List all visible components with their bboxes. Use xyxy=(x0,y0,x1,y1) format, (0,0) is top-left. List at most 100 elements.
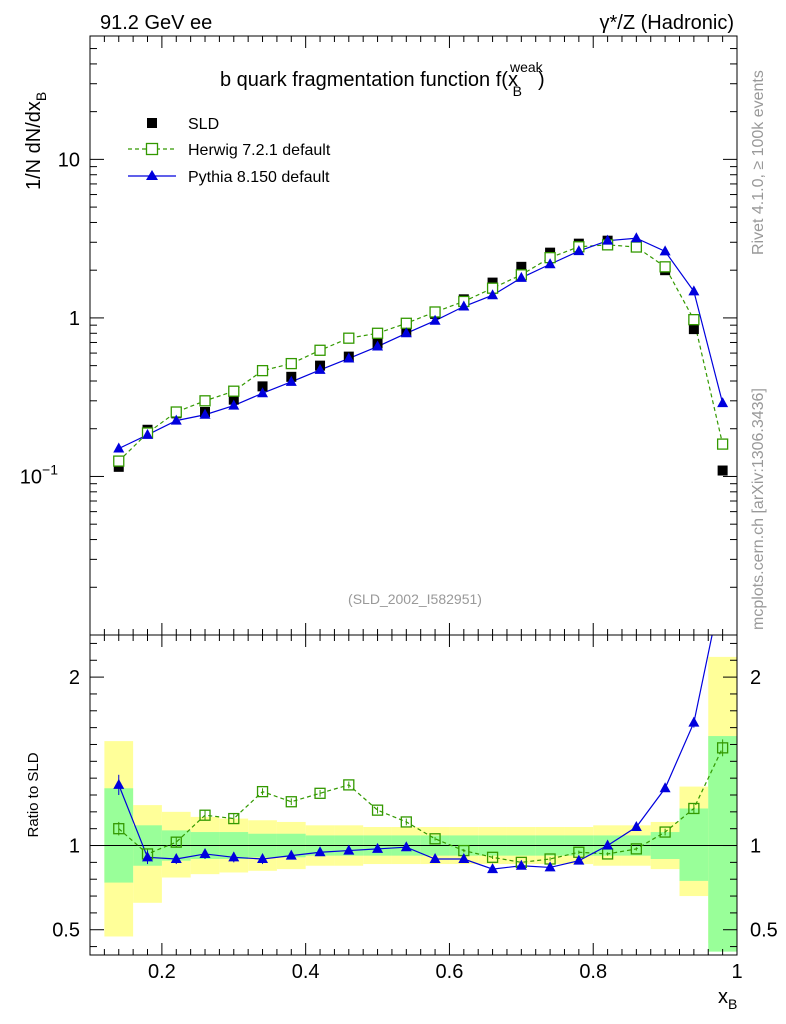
herwig-point xyxy=(314,344,326,356)
herwig-ratio-point xyxy=(688,802,700,815)
pythia-point xyxy=(602,234,614,245)
inner-band-bin xyxy=(708,736,737,952)
inner-band-bin xyxy=(679,808,709,881)
ratio-tick-labels: 2 2 1 1 0.5 0.5 0.2 0.4 0.6 0.8 1 xyxy=(52,667,778,983)
chart-title: b quark fragmentation function f(xweak B) xyxy=(220,59,545,99)
main-y-tick-label: 10 xyxy=(58,149,80,171)
herwig-ratio-point xyxy=(199,809,211,821)
x-tick-label: 0.4 xyxy=(292,961,320,983)
pythia-point xyxy=(142,428,154,439)
herwig-point xyxy=(113,455,125,467)
main-y-tick-label: 10−1 xyxy=(20,461,58,488)
pythia-point xyxy=(372,340,384,351)
pythia-point xyxy=(487,289,499,300)
pythia-point xyxy=(630,232,642,243)
legend-sld-marker xyxy=(147,118,157,128)
x-tick-label: 1 xyxy=(731,961,742,983)
pythia-point xyxy=(228,399,240,410)
pythia-point xyxy=(573,245,585,256)
pythia-point xyxy=(544,258,556,269)
pythia-ratio-point xyxy=(343,844,355,855)
ratio-y-tick-label-left: 1 xyxy=(69,836,80,858)
pythia-ratio-point xyxy=(199,847,211,858)
herwig-ratio-point xyxy=(170,836,182,848)
xlabel: xB xyxy=(718,986,737,1012)
pythia-point xyxy=(717,397,729,408)
herwig-point xyxy=(256,364,269,377)
pythia-point xyxy=(659,245,671,256)
herwig-ratio-point xyxy=(285,796,297,808)
legend-entry-herwig: Herwig 7.2.1 default xyxy=(128,142,331,159)
herwig-ratio-point xyxy=(113,823,125,835)
legend-entry-pythia: Pythia 8.150 default xyxy=(128,169,330,186)
herwig-ratio-point xyxy=(630,843,643,855)
ratio-y-tick-label-right: 1 xyxy=(750,836,761,858)
herwig-point xyxy=(688,314,700,326)
sld-point xyxy=(516,261,527,272)
herwig-point xyxy=(199,395,211,407)
ratio-data-series xyxy=(113,634,729,874)
herwig-point xyxy=(400,317,412,329)
pythia-ratio-point xyxy=(487,863,499,874)
herwig-ratio-point xyxy=(429,833,441,845)
energy-label: 91.2 GeV ee xyxy=(100,12,212,34)
pythia-ratio-point xyxy=(544,861,556,872)
ratio-plot-frame xyxy=(89,634,738,956)
ratio-axis-ticks xyxy=(89,635,738,955)
pythia-ratio-point xyxy=(630,821,642,831)
pythia-point xyxy=(170,414,182,425)
mcplots-reference-label: mcplots.cern.ch [arXiv:1306.3436] xyxy=(750,388,767,630)
pythia-point xyxy=(458,300,470,311)
herwig-point xyxy=(343,332,355,344)
pythia-point xyxy=(113,442,125,453)
herwig-point xyxy=(285,357,297,370)
sld-point xyxy=(717,465,728,476)
herwig-point xyxy=(659,261,671,273)
herwig-ratio-point xyxy=(371,804,384,816)
pythia-ratio-point xyxy=(400,841,412,852)
herwig-ratio-line xyxy=(118,747,724,863)
pythia-point xyxy=(343,352,355,363)
herwig-point xyxy=(716,438,729,450)
herwig-point xyxy=(630,241,643,253)
x-tick-label: 0.2 xyxy=(148,961,176,983)
pythia-point xyxy=(515,271,527,282)
pythia-ratio-point xyxy=(257,853,269,863)
pythia-ratio-point xyxy=(170,853,182,863)
legend-herwig-marker xyxy=(145,142,159,156)
pythia-ratio-point xyxy=(573,854,585,865)
ratio-ylabel: Ratio to SLD xyxy=(25,752,42,837)
pythia-ratio-point xyxy=(659,782,671,793)
main-y-tick-label: 1 xyxy=(69,308,80,330)
pythia-ratio-point xyxy=(113,778,125,789)
pythia-ratio-line xyxy=(118,634,713,870)
pythia-point xyxy=(285,375,297,386)
pythia-point xyxy=(429,314,441,325)
main-y-tick-labels: 10 1 10−1 xyxy=(20,149,80,488)
sld-point xyxy=(688,324,699,335)
ratio-y-tick-label-left: 0.5 xyxy=(52,920,80,942)
pythia-ratio-point xyxy=(372,842,384,853)
pythia-ratio-point xyxy=(314,846,326,857)
herwig-point xyxy=(228,385,240,397)
sld-point xyxy=(257,381,268,392)
legend-herwig-label: Herwig 7.2.1 default xyxy=(188,142,331,159)
herwig-point xyxy=(371,327,384,339)
analysis-watermark: (SLD_2002_I582951) xyxy=(348,591,482,607)
ratio-y-tick-label-right: 2 xyxy=(750,667,761,689)
pythia-point xyxy=(257,387,269,398)
pythia-ratio-point xyxy=(688,716,700,727)
main-ylabel: 1/N dN/dxB xyxy=(23,92,49,190)
herwig-ratio-point xyxy=(486,851,499,863)
herwig-main-line xyxy=(118,244,724,462)
pythia-point xyxy=(688,285,700,296)
pythia-point xyxy=(400,327,412,338)
herwig-ratio-point xyxy=(228,812,240,825)
herwig-ratio-point xyxy=(314,787,326,799)
rivet-version-label: Rivet 4.1.0, ≥ 100k events xyxy=(750,70,767,255)
herwig-ratio-point xyxy=(400,816,412,828)
herwig-ratio-point xyxy=(256,785,269,798)
sld-point xyxy=(113,461,124,472)
x-tick-label: 0.6 xyxy=(436,961,464,983)
